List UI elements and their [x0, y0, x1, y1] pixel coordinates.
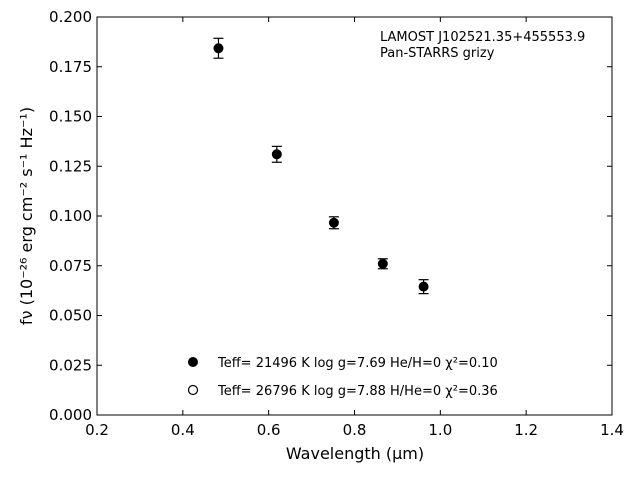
x-tick-label: 0.4	[171, 421, 195, 439]
legend-marker-open	[187, 384, 199, 396]
y-tick-label: 0.100	[49, 207, 92, 225]
x-axis-label: Wavelength (μm)	[286, 444, 424, 463]
point-marker	[377, 258, 388, 269]
legend-marker-filled	[188, 357, 198, 367]
y-tick-label: 0.000	[49, 406, 92, 424]
x-tick-label: 1.4	[600, 421, 624, 439]
x-ticks: 0.2 0.4 0.6 0.8 1.0 1.2 1.4	[85, 17, 624, 439]
y-tick-label: 0.075	[49, 257, 92, 275]
data-point	[328, 216, 339, 230]
legend: Teff= 21496 K log g=7.69 He/H=0 χ²=0.10 …	[187, 356, 498, 399]
y-tick-label: 0.025	[49, 356, 92, 374]
point-marker	[328, 217, 339, 228]
y-tick-label: 0.050	[49, 307, 92, 325]
data-points	[213, 37, 429, 295]
point-marker	[213, 43, 224, 54]
y-ticks: 0.000 0.025 0.050 0.075 0.100 0.125 0.150 0.175…	[49, 8, 612, 424]
legend-label-2: Teff= 26796 K log g=7.88 H/He=0 χ²=0.36	[217, 384, 498, 399]
y-tick-label: 0.200	[49, 8, 92, 26]
annotation-line-1: LAMOST J102521.35+455553.9	[380, 30, 585, 45]
y-tick-label: 0.125	[49, 157, 92, 175]
y-axis-label: fν (10⁻²⁶ erg cm⁻² s⁻¹ Hz⁻¹)	[17, 107, 36, 325]
x-tick-label: 0.6	[257, 421, 281, 439]
data-point	[377, 258, 388, 270]
point-marker	[418, 281, 429, 292]
legend-label-1: Teff= 21496 K log g=7.69 He/H=0 χ²=0.10	[217, 356, 498, 371]
x-tick-label: 0.8	[343, 421, 367, 439]
point-marker	[271, 149, 282, 160]
data-point	[418, 279, 429, 295]
x-tick-label: 0.2	[85, 421, 109, 439]
x-tick-label: 1.0	[428, 421, 452, 439]
data-point	[213, 37, 224, 59]
annotation-line-2: Pan-STARRS grizy	[380, 46, 495, 61]
y-tick-label: 0.150	[49, 108, 92, 126]
data-point	[271, 145, 282, 163]
x-tick-label: 1.2	[514, 421, 538, 439]
y-tick-label: 0.175	[49, 58, 92, 76]
